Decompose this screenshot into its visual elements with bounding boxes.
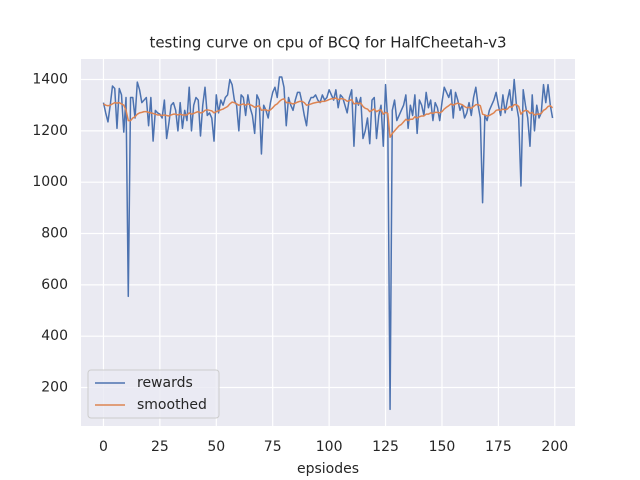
x-tick-label: 0 [99,439,108,455]
y-tick-label: 400 [41,328,68,344]
chart-title: testing curve on cpu of BCQ for HalfChee… [149,34,506,52]
grid [81,59,575,426]
plot-area [81,59,575,426]
lines [102,76,554,411]
y-tick-label: 1200 [32,123,68,139]
labels: 0 25 50 75 100 125 150 175 200 200 400 600 800 1000 12… [32,72,568,455]
x-tick-label: 50 [207,439,225,455]
x-tick-label: 125 [372,439,399,455]
y-tick-label: 1400 [32,72,68,88]
series-line [102,76,554,411]
legend-box [87,369,220,419]
x-tick-label: 100 [316,439,343,455]
y-tick-label: 800 [41,226,68,242]
x-tick-label: 200 [541,439,568,455]
y-tick-label: 200 [41,380,68,396]
x-tick-label: 150 [429,439,456,455]
x-tick-label: 75 [264,439,282,455]
x-tick-label: 25 [151,439,169,455]
legend-label: smoothed [137,397,207,413]
y-tick-label: 1000 [32,174,68,190]
x-tick-label: 175 [485,439,512,455]
y-tick-label: 600 [41,277,68,293]
legend-label: rewards [137,375,193,391]
series-line [103,97,554,139]
x-axis-label: epsiodes [297,461,359,477]
legend: rewards smoothed [87,369,220,419]
